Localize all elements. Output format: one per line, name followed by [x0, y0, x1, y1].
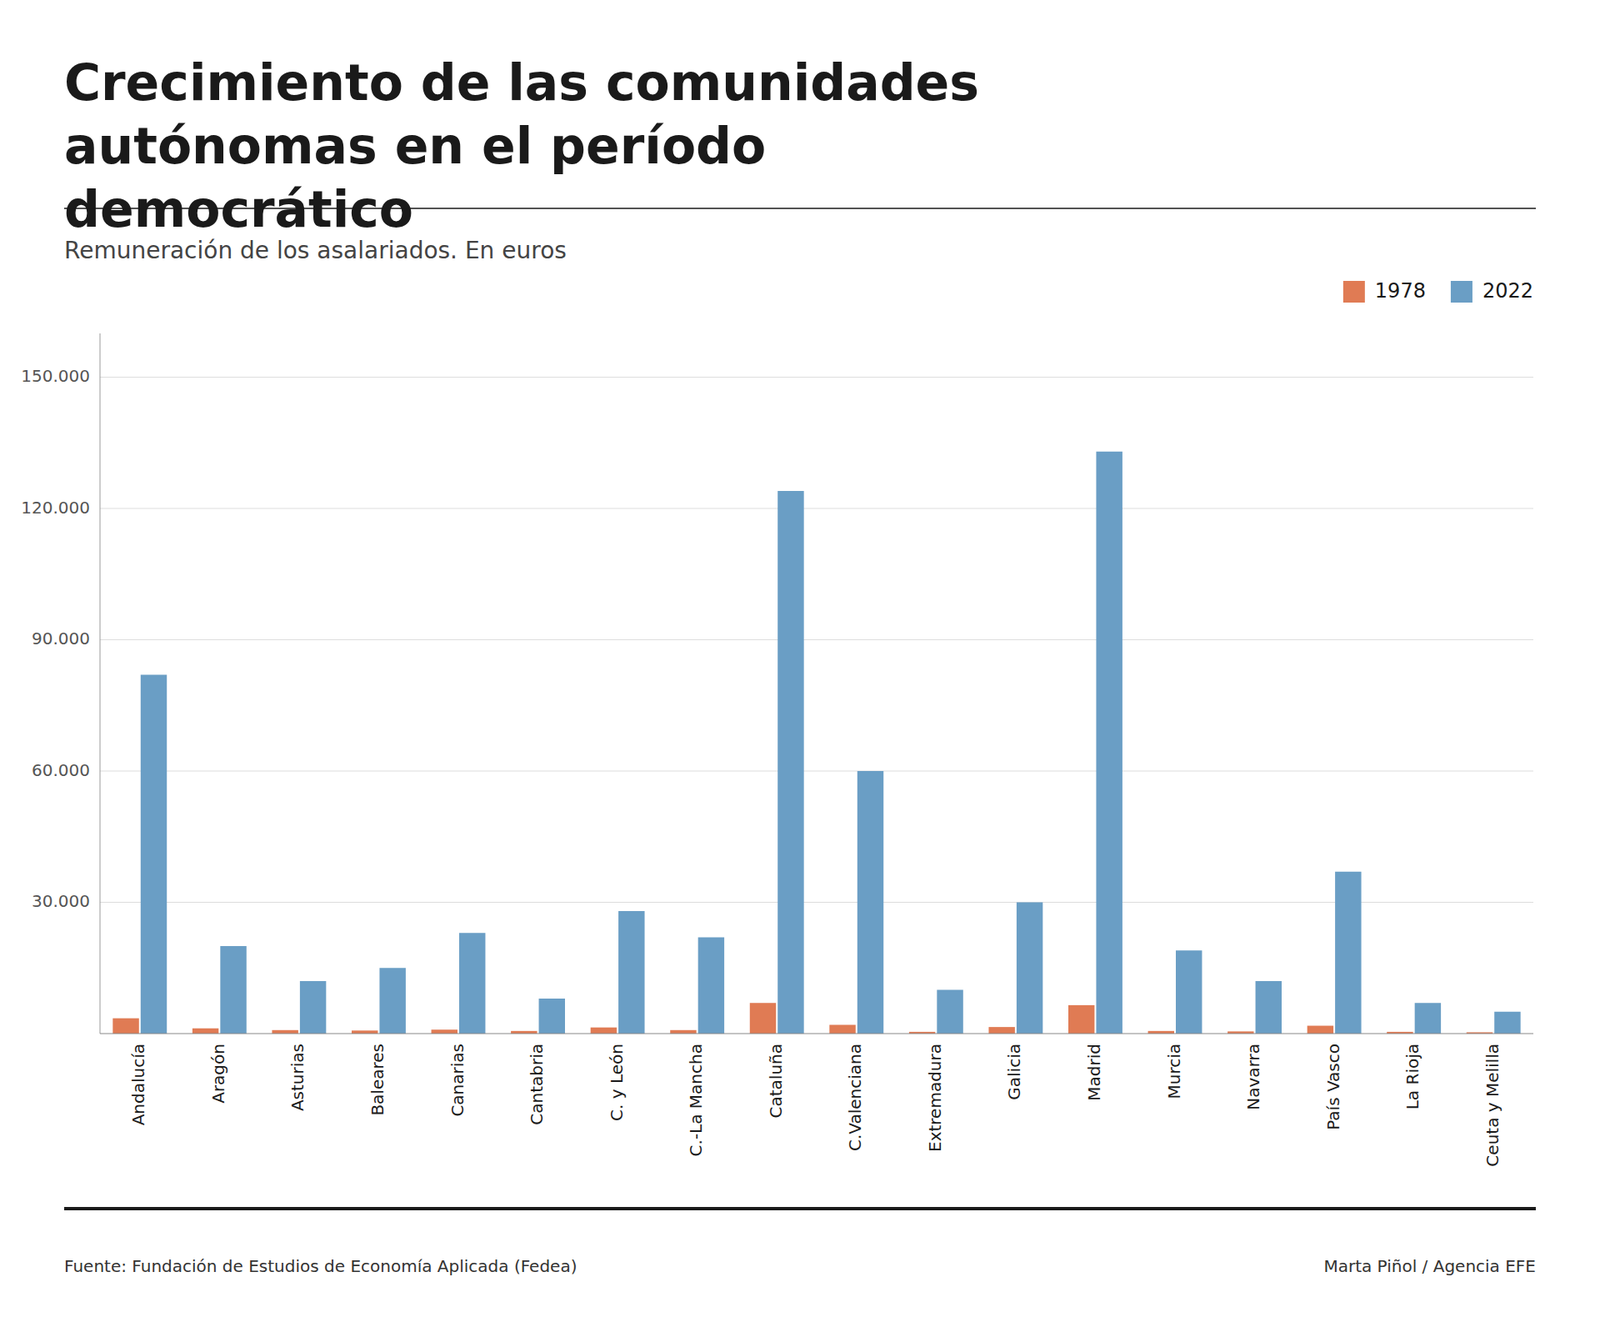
x-tick-label: Baleares [367, 1043, 388, 1116]
grid-line [100, 639, 1534, 640]
x-tick-label: Asturias [287, 1043, 308, 1111]
bar [300, 980, 326, 1034]
chart: Crecimiento de las comunidadesautónomas … [0, 0, 1600, 1337]
x-axis-line [100, 1033, 1534, 1035]
bar [618, 910, 645, 1034]
grid-line [100, 770, 1534, 772]
bar [857, 770, 884, 1034]
y-tick-label: 30.000 [31, 890, 90, 911]
bar [379, 967, 405, 1034]
legend-label: 1978 [1375, 279, 1426, 303]
title-line: autónomas en el período [64, 116, 766, 175]
x-tick-label: Aragón [208, 1043, 229, 1104]
bar [1016, 902, 1043, 1035]
x-tick-label: C.-La Mancha [685, 1043, 706, 1156]
bar [670, 1030, 696, 1034]
grid-line [100, 508, 1534, 510]
x-tick-label: Ceuta y Melilla [1482, 1043, 1503, 1167]
grid-line [100, 901, 1534, 903]
x-tick-label: Andalucía [128, 1043, 149, 1125]
bar [271, 1030, 298, 1034]
x-tick-label: La Rioja [1402, 1043, 1423, 1110]
bar [988, 1026, 1015, 1034]
bar [539, 998, 565, 1034]
bar [698, 937, 725, 1035]
x-tick-label: Navarra [1243, 1043, 1264, 1110]
bar [590, 1027, 617, 1034]
footer-rule [64, 1206, 1536, 1210]
x-tick-label: Canarias [447, 1043, 468, 1117]
title-rule [64, 207, 1536, 210]
bar [829, 1025, 855, 1035]
bar [459, 932, 485, 1034]
x-tick-label: C.Valenciana [845, 1043, 865, 1151]
bars [112, 451, 1520, 1034]
bar [1255, 980, 1282, 1034]
legend: 2022 1978 [1343, 279, 1534, 303]
x-tick-label: Cataluña [765, 1043, 786, 1118]
bar [1335, 871, 1361, 1034]
bar [140, 675, 167, 1035]
x-tick-label: Extremadura [925, 1043, 945, 1152]
title-line: democrático [64, 180, 414, 239]
title-line: Crecimiento de las comunidades [64, 53, 980, 112]
bar [351, 1030, 378, 1034]
bar [220, 945, 246, 1034]
x-tick-label: Galicia [1004, 1043, 1025, 1100]
bar [1095, 451, 1122, 1034]
y-tick-label: 120.000 [20, 497, 90, 518]
bar [750, 1002, 776, 1034]
bar [112, 1018, 139, 1034]
x-tick-label: País Vasco [1323, 1043, 1344, 1130]
title: Crecimiento de las comunidadesautónomas … [64, 53, 980, 239]
bar [192, 1028, 219, 1034]
legend-swatch [1450, 280, 1473, 303]
y-axis-line [100, 333, 101, 1034]
annotation: Fuente: Fundación de Estudios de Economí… [64, 1255, 577, 1276]
annotation: Marta Piñol / Agencia EFE [1323, 1255, 1536, 1276]
x-tick-label: Madrid [1084, 1043, 1105, 1101]
y-tick-label: 90.000 [31, 628, 90, 649]
x-tick-label: C. y León [606, 1043, 627, 1121]
grid-line [100, 376, 1534, 378]
x-tick-label: Murcia [1164, 1043, 1185, 1100]
bar [1175, 950, 1202, 1034]
grid [100, 377, 1534, 903]
bar [431, 1029, 458, 1034]
bar [936, 990, 963, 1035]
bar [777, 490, 804, 1034]
x-tick-label: Cantabria [526, 1043, 547, 1125]
bar [1307, 1025, 1334, 1034]
bar [1415, 1002, 1441, 1034]
subtitle: Remuneración de los asalariados. En euro… [64, 236, 567, 265]
y-tick-label: 60.000 [31, 760, 90, 780]
legend-label: 2022 [1482, 279, 1534, 303]
legend-swatch [1343, 280, 1365, 303]
bar [1068, 1005, 1095, 1034]
bar [1494, 1011, 1520, 1034]
y-tick-label: 150.000 [20, 365, 90, 386]
